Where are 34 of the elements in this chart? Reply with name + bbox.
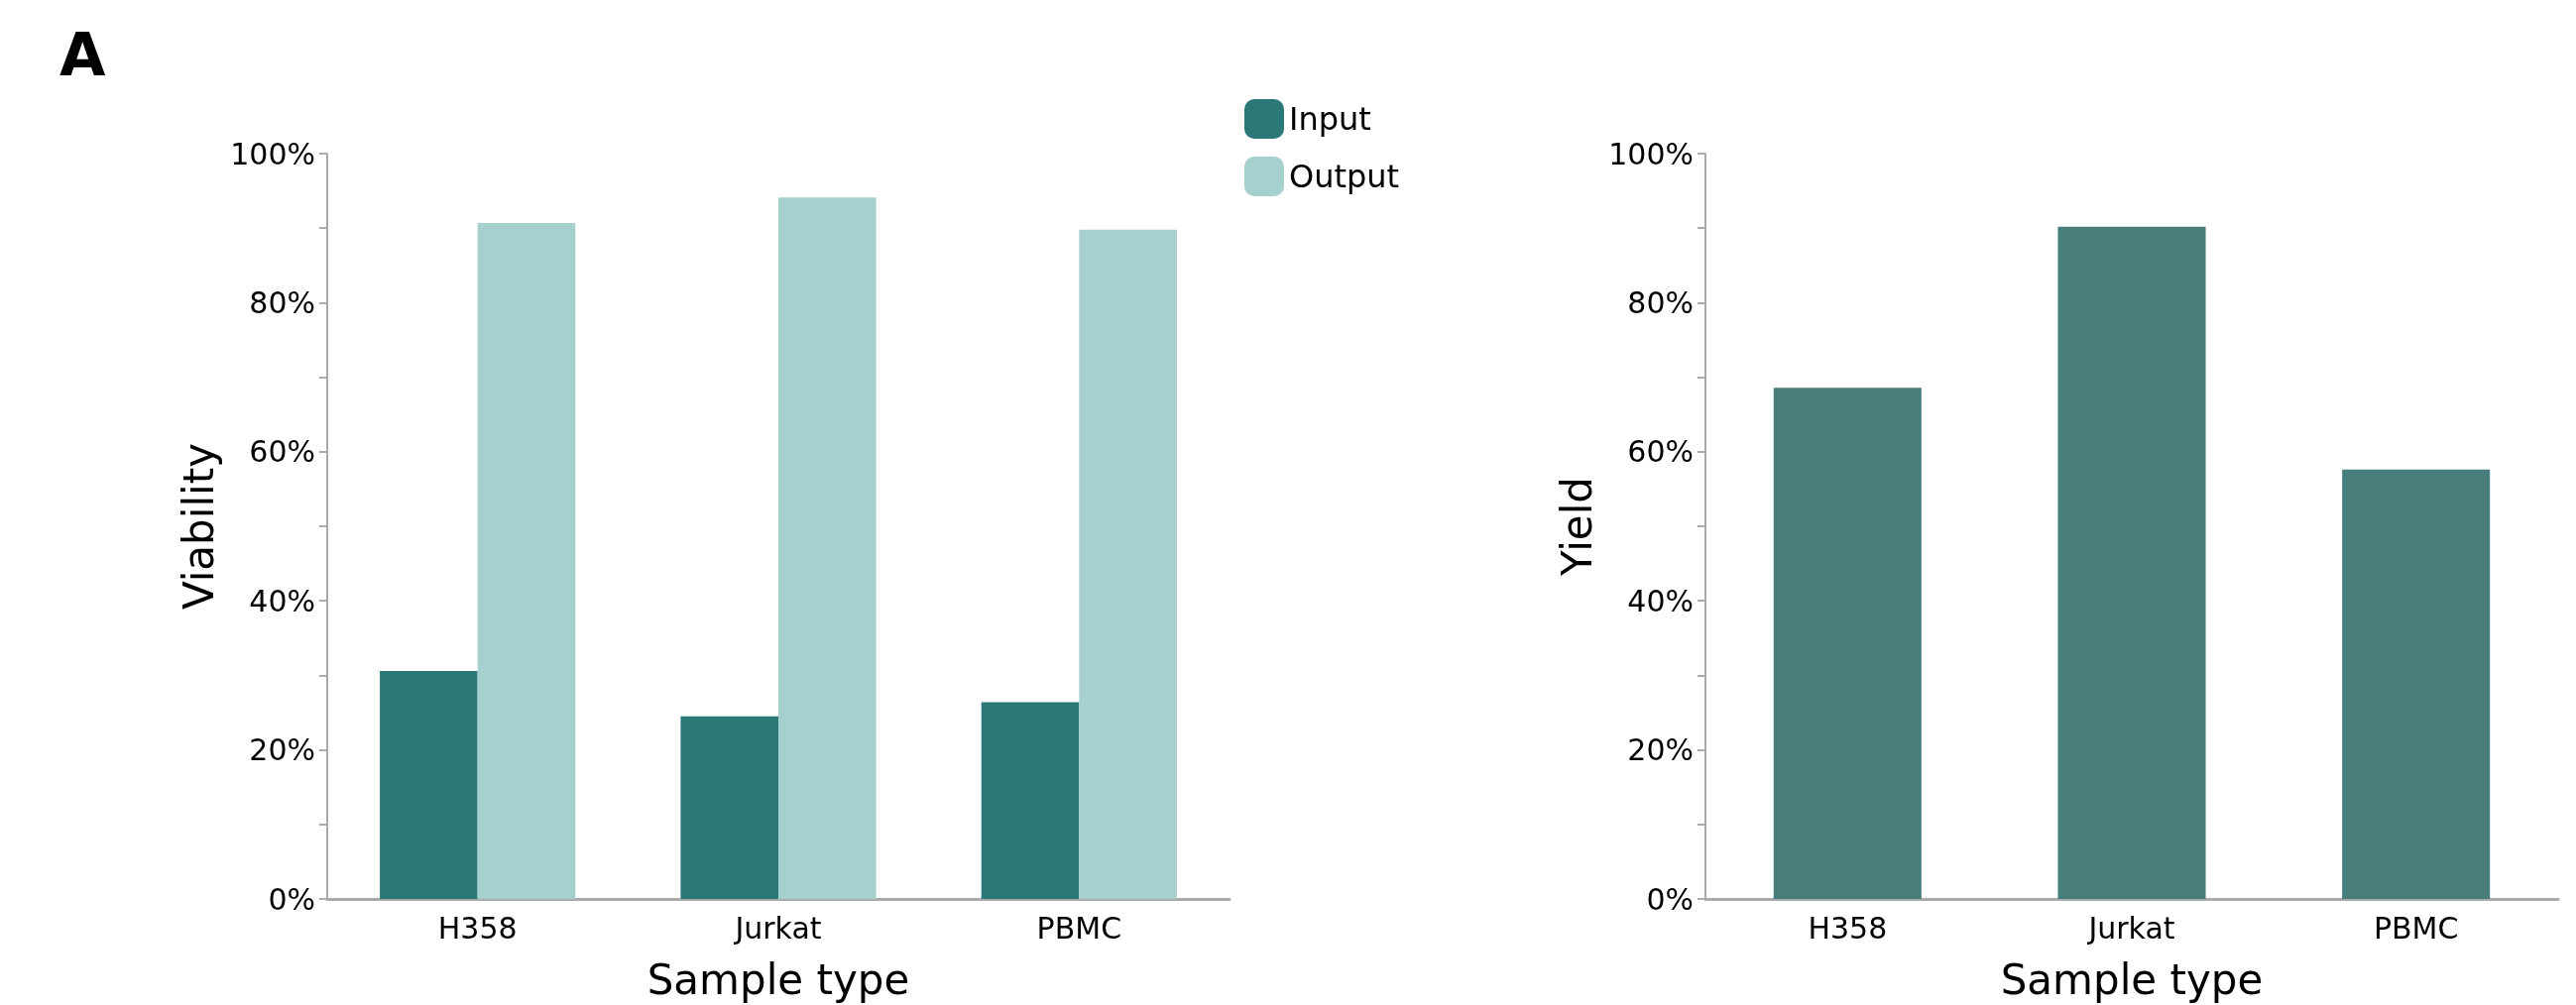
y-tick-label: 80%: [249, 284, 315, 320]
bar: [477, 222, 576, 899]
y-tick-label: 0%: [268, 881, 315, 917]
legend-label: Input: [1289, 100, 1371, 138]
y-tick-label: 20%: [249, 732, 315, 768]
bar: [380, 670, 478, 899]
x-tick-label: Jurkat: [2086, 910, 2175, 946]
y-tick-label: 60%: [1627, 434, 1694, 470]
y-tick-label: 40%: [249, 583, 315, 618]
x-tick-label: Jurkat: [733, 910, 822, 946]
bar: [2057, 226, 2206, 899]
y-tick-label: 20%: [1627, 732, 1694, 768]
bar: [680, 716, 778, 899]
y-tick-label: 40%: [1627, 583, 1694, 618]
legend-label: Output: [1289, 158, 1400, 195]
y-tick-label: 80%: [1627, 284, 1694, 320]
y-axis-title: Yield: [1552, 477, 1601, 577]
bar: [981, 702, 1080, 899]
x-tick-label: H358: [1808, 910, 1888, 946]
x-axis-title: Sample type: [2000, 954, 2264, 1004]
y-tick-label: 100%: [1608, 136, 1694, 171]
bar: [778, 197, 877, 899]
x-axis-title: Sample type: [646, 954, 910, 1004]
bar: [1773, 388, 1922, 899]
bar: [2342, 469, 2491, 899]
text: A: [59, 20, 106, 89]
x-tick-label: H358: [437, 910, 518, 946]
y-tick-label: 0%: [1646, 881, 1694, 917]
y-axis-title: Viability: [174, 442, 223, 611]
x-tick-label: PBMC: [2373, 910, 2459, 946]
y-tick-label: 100%: [230, 136, 315, 171]
bar: [1079, 229, 1177, 899]
x-tick-label: PBMC: [1036, 910, 1122, 946]
y-tick-label: 60%: [249, 434, 315, 470]
